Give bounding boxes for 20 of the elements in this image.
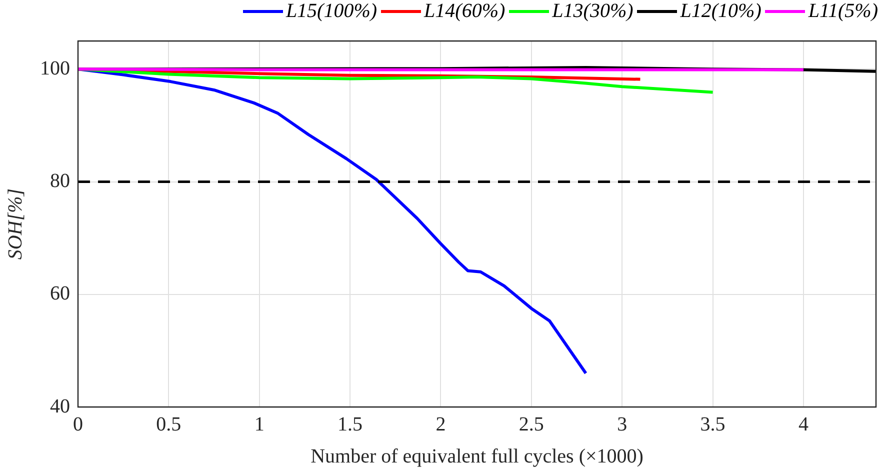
x-tick-label: 0 [73,413,83,436]
x-tick-label: 1 [254,413,264,436]
y-tick-label: 60 [50,282,70,305]
legend-label: L15(100%) [286,0,378,23]
x-tick-label: 2.5 [518,413,544,436]
legend-label: L14(60%) [424,0,506,23]
x-tick-label: 1.5 [338,413,363,436]
x-tick-label: 4 [798,413,808,436]
y-axis-title: SOH[%] [4,188,26,260]
legend-label: L11(5%) [808,0,878,23]
x-tick-label: 0.5 [156,413,182,436]
x-axis-title: Number of equivalent full cycles (×1000) [310,445,644,468]
x-tick-label: 3.5 [700,413,726,436]
y-tick-label: 100 [40,57,70,80]
legend-label: L12(10%) [680,0,762,23]
y-tick-label: 40 [50,395,70,418]
y-tick-label: 80 [50,170,70,192]
legend-label: L13(30%) [552,0,634,23]
x-tick-label: 2 [436,413,446,436]
x-tick-label: 3 [617,413,628,436]
